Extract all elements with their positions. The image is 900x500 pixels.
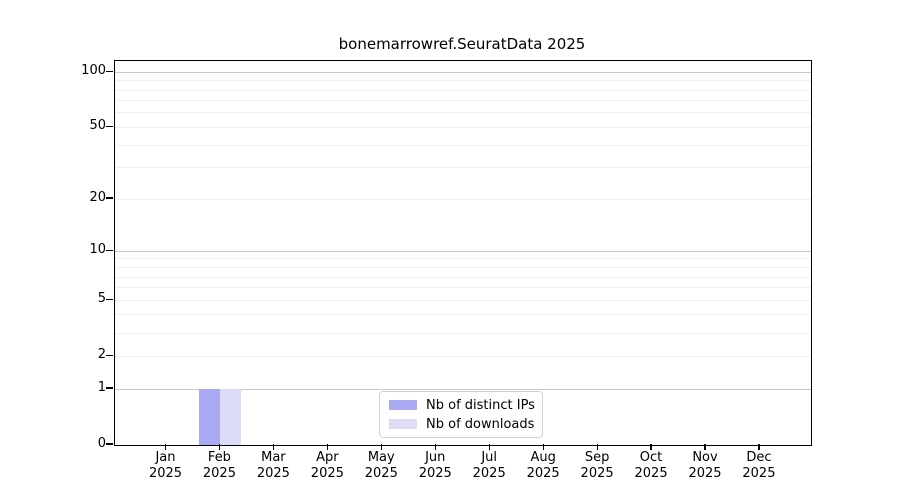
y-tick-label: 0	[97, 436, 106, 451]
plot-area	[114, 60, 812, 446]
x-tick-label: Apr 2025	[297, 450, 357, 481]
legend: Nb of distinct IPs Nb of downloads	[379, 391, 543, 438]
y-tick-mark	[106, 70, 113, 72]
x-tick-mark	[380, 444, 382, 450]
gridline-major	[115, 71, 811, 73]
gridline-minor	[115, 100, 811, 102]
x-tick-month: May	[367, 450, 395, 465]
y-tick-label: 100	[81, 63, 106, 79]
gridline-minor	[115, 112, 811, 114]
gridline-minor	[115, 355, 811, 357]
gridline-minor	[115, 267, 811, 268]
x-tick-mark	[272, 444, 274, 450]
x-tick-year: 2025	[634, 465, 668, 481]
x-tick-month: Jun	[425, 450, 446, 465]
legend-swatch	[389, 419, 417, 429]
legend-item: Nb of downloads	[389, 416, 535, 432]
y-tick-label: 50	[89, 118, 106, 134]
x-tick-label: Nov 2025	[675, 450, 735, 481]
legend-swatch	[389, 400, 417, 410]
bar-distinct-ips	[199, 389, 221, 445]
y-tick-label: 10	[89, 242, 106, 258]
x-tick-month: Jul	[481, 450, 498, 465]
x-tick-label: May 2025	[351, 450, 411, 481]
x-tick-label: Jun 2025	[405, 450, 465, 481]
x-tick-mark	[218, 444, 221, 450]
y-tick-mark	[106, 125, 113, 127]
x-tick-label: Feb 2025	[189, 450, 249, 481]
gridline-minor	[115, 167, 811, 169]
x-tick-month: Aug	[530, 450, 556, 465]
x-tick-mark	[596, 444, 598, 450]
x-tick-month: Sep	[584, 450, 610, 465]
y-tick-mark	[106, 249, 113, 251]
x-tick-month: Oct	[639, 450, 663, 465]
x-tick-mark	[326, 444, 328, 450]
gridline-minor	[115, 276, 811, 278]
x-tick-year: 2025	[526, 465, 560, 481]
y-tick-label: 5	[97, 291, 106, 307]
x-tick-mark	[488, 444, 490, 450]
gridline-minor	[115, 314, 811, 316]
x-tick-mark	[542, 444, 544, 450]
x-tick-mark	[164, 444, 167, 450]
y-tick-mark	[106, 354, 113, 356]
legend-label: Nb of distinct IPs	[426, 397, 535, 413]
y-tick-label: 2	[97, 347, 106, 363]
legend-item: Nb of distinct IPs	[389, 397, 535, 413]
x-tick-label: Jan 2025	[136, 450, 196, 481]
x-tick-year: 2025	[148, 465, 183, 481]
x-tick-label: Dec 2025	[729, 450, 789, 481]
y-tick-mark	[106, 298, 113, 300]
x-tick-label: Jul 2025	[459, 450, 519, 481]
y-tick-mark	[106, 443, 113, 445]
bar-downloads	[220, 389, 242, 445]
gridline-minor	[115, 80, 811, 82]
gridline-minor	[115, 198, 811, 200]
gridline-minor	[115, 258, 811, 260]
gridline-major	[115, 250, 811, 252]
gridline-minor	[115, 332, 811, 334]
chart-title: bonemarrowref.SeuratData 2025	[338, 35, 586, 53]
x-tick-year: 2025	[364, 465, 398, 481]
y-tick-mark	[106, 387, 113, 389]
x-tick-year: 2025	[580, 465, 614, 481]
x-tick-year: 2025	[310, 465, 344, 481]
x-tick-month: Mar	[261, 450, 286, 465]
gridline-minor	[115, 144, 811, 146]
x-tick-month: Feb	[207, 450, 231, 465]
y-tick-label: 20	[89, 190, 106, 206]
x-tick-year: 2025	[742, 465, 776, 481]
x-tick-label: Aug 2025	[513, 450, 573, 481]
gridline-minor	[115, 287, 811, 289]
x-tick-mark	[650, 444, 652, 450]
x-tick-label: Sep 2025	[567, 450, 627, 481]
x-tick-mark	[434, 444, 436, 450]
x-tick-year: 2025	[688, 465, 722, 481]
x-tick-year: 2025	[472, 465, 506, 481]
x-tick-year: 2025	[418, 465, 452, 481]
gridline-minor	[115, 299, 811, 301]
x-tick-mark	[704, 444, 706, 450]
x-tick-label: Oct 2025	[621, 450, 681, 481]
x-tick-month: Dec	[746, 450, 772, 465]
y-tick-label: 1	[97, 380, 106, 395]
x-tick-month: Jan	[155, 450, 176, 465]
x-tick-mark	[758, 444, 760, 450]
x-tick-month: Nov	[692, 450, 718, 465]
gridline-minor	[115, 89, 811, 91]
gridline-minor	[115, 126, 811, 128]
gridline-major	[115, 388, 811, 390]
x-tick-year: 2025	[202, 465, 236, 481]
x-tick-month: Apr	[316, 450, 339, 465]
x-tick-label: Mar 2025	[243, 450, 303, 481]
y-tick-mark	[106, 197, 113, 199]
legend-label: Nb of downloads	[426, 416, 535, 432]
x-tick-year: 2025	[256, 465, 290, 481]
